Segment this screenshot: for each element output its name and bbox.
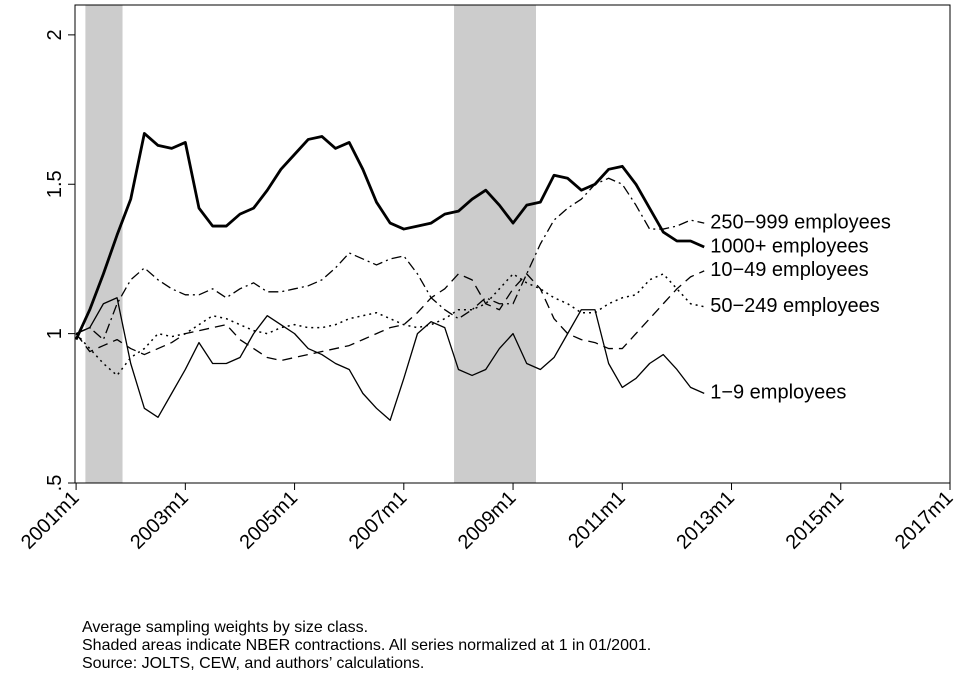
x-tick-label: 2015m1 (782, 487, 849, 554)
x-tick-label: 2013m1 (672, 487, 739, 554)
x-tick-label: 2001m1 (17, 487, 84, 554)
series-label: 250−999 employees (710, 211, 891, 233)
x-tick-label: 2003m1 (126, 487, 193, 554)
x-tick-label: 2005m1 (235, 487, 302, 554)
series-label: 50−249 employees (710, 295, 880, 317)
footnote: Source: JOLTS, CEW, and authors’ calcula… (82, 655, 424, 672)
series-line (75, 273, 705, 377)
x-tick-label: 2017m1 (891, 487, 954, 554)
series-line (75, 177, 705, 341)
recession-band (85, 5, 123, 483)
y-tick-label: 2 (44, 29, 66, 40)
x-tick-label: 2007m1 (345, 487, 412, 554)
series-line (75, 270, 705, 362)
footnote: Shaded areas indicate NBER contractions.… (82, 637, 651, 654)
y-tick-label: .5 (44, 475, 66, 492)
x-tick-label: 2011m1 (564, 487, 630, 553)
series-label: 1−9 employees (710, 382, 846, 404)
series-label: 10−49 employees (710, 259, 868, 281)
plot-frame (74, 4, 951, 484)
series-line (74, 132, 705, 341)
series-label: 1000+ employees (710, 235, 868, 257)
footnote: Average sampling weights by size class. (82, 619, 368, 636)
recession-band (454, 5, 536, 483)
x-tick-label: 2009m1 (454, 487, 521, 554)
y-tick-label: 1.5 (44, 170, 66, 198)
series-line (75, 297, 705, 421)
y-tick-label: 1 (44, 328, 66, 339)
